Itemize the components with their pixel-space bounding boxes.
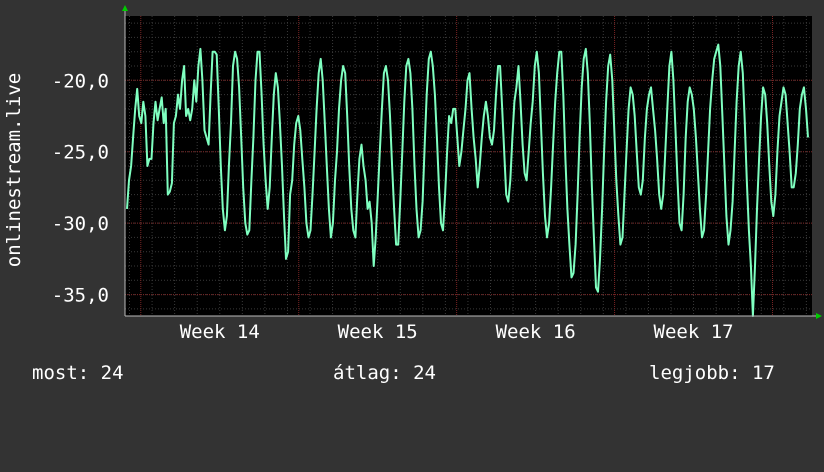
x-tick-label: Week 16 [496,321,576,343]
x-tick-label: Week 17 [654,321,734,343]
line-chart: -20,0-25,0-30,0-35,0 Week 14 Week 15 Week … [3,5,822,343]
axes [122,5,822,319]
x-tick-label: Week 15 [338,321,418,343]
series-line-0 [126,43,809,317]
stat-average: átlag: 24 [333,362,436,384]
x-tick-labels: Week 14 Week 15 Week 16 Week 17 [180,321,734,343]
series-layer [126,43,809,317]
y-axis-arrow [122,5,128,11]
stats-row: most: 24 átlag: 24 legjobb: 17 [0,362,824,390]
y-tick-label: -20,0 [52,70,109,92]
graph-panel: -20,0 -25,0 -30,0 -35,0 Week 14 Week 15 Week … [0,5,824,390]
x-tick-label: Week 14 [180,321,260,343]
y-tick-label: -35,0 [52,285,109,307]
stat-current: most: 24 [32,362,124,384]
stat-best: legjobb: 17 [649,362,775,384]
y-tick-labels: -20,0 -25,0 -30,0 -35,0 [52,70,109,306]
y-tick-label: -25,0 [52,142,109,164]
y-axis-label: onlinestream.live [3,73,25,267]
y-tick-label: -30,0 [52,213,109,235]
x-axis-arrow [816,313,822,319]
